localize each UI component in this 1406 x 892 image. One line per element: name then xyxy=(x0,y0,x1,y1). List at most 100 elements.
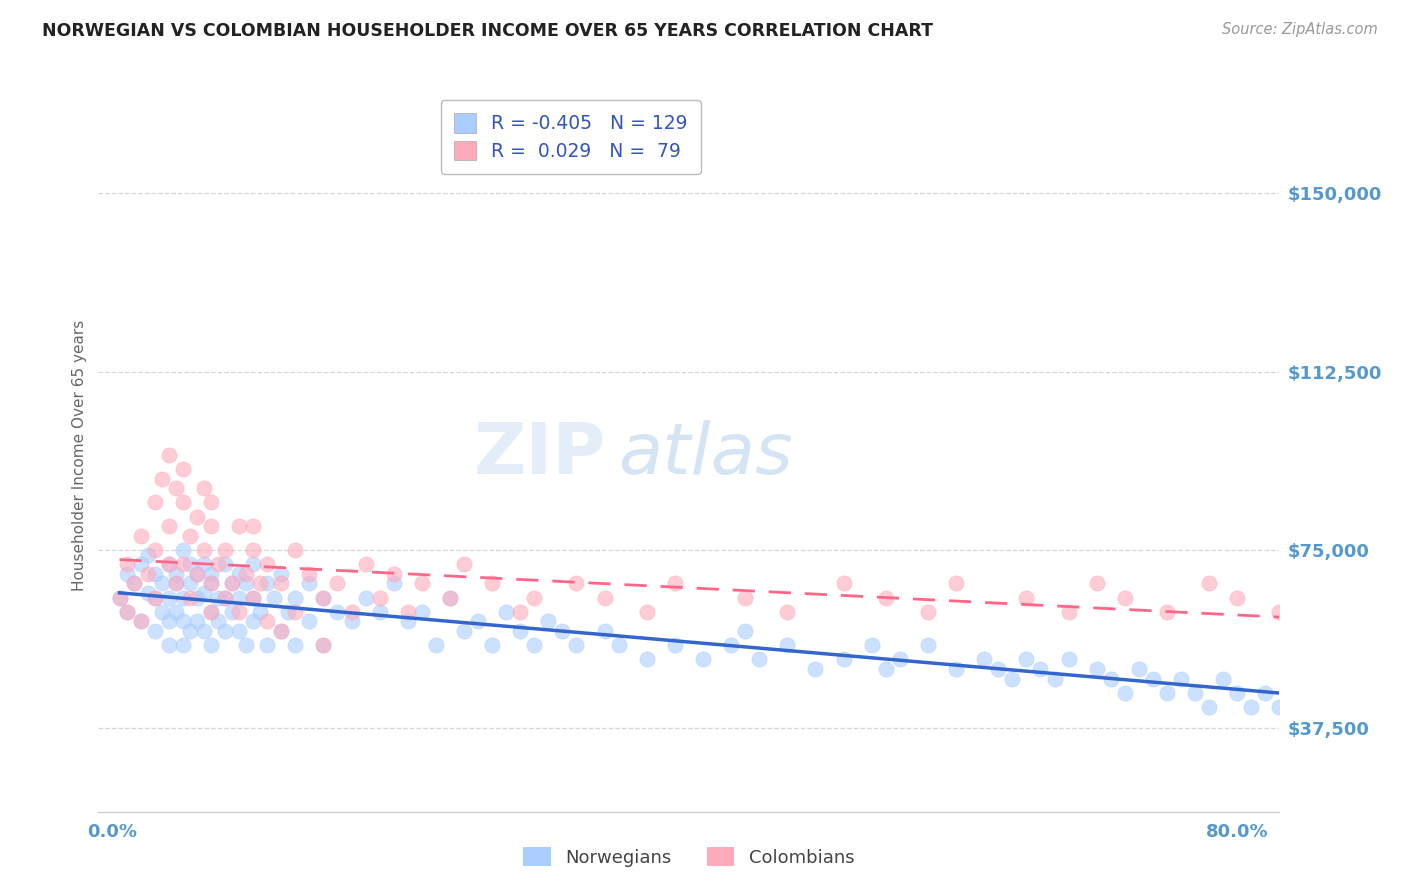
Point xyxy=(193,543,215,558)
Point xyxy=(115,605,138,619)
Point xyxy=(1001,672,1024,686)
Point xyxy=(945,662,967,676)
Point xyxy=(214,558,236,572)
Point xyxy=(1170,672,1192,686)
Point xyxy=(172,591,194,605)
Point xyxy=(664,576,686,591)
Point xyxy=(214,591,236,605)
Point xyxy=(221,576,243,591)
Point xyxy=(1184,686,1206,700)
Point xyxy=(368,605,391,619)
Point xyxy=(1029,662,1052,676)
Point xyxy=(143,543,166,558)
Legend: Norwegians, Colombians: Norwegians, Colombians xyxy=(516,840,862,874)
Point xyxy=(1142,672,1164,686)
Point xyxy=(987,662,1010,676)
Point xyxy=(298,576,321,591)
Point xyxy=(172,558,194,572)
Point xyxy=(179,576,201,591)
Point xyxy=(1057,652,1080,666)
Point xyxy=(1226,591,1249,605)
Point xyxy=(411,576,433,591)
Point xyxy=(221,576,243,591)
Point xyxy=(200,638,222,652)
Point xyxy=(235,638,257,652)
Point xyxy=(340,605,363,619)
Point xyxy=(1128,662,1150,676)
Point xyxy=(1268,700,1291,714)
Point xyxy=(453,558,475,572)
Point xyxy=(495,605,517,619)
Point xyxy=(228,624,250,638)
Point xyxy=(221,605,243,619)
Point xyxy=(636,605,658,619)
Point xyxy=(917,638,939,652)
Point xyxy=(804,662,827,676)
Point xyxy=(1015,591,1038,605)
Point xyxy=(143,591,166,605)
Point xyxy=(115,605,138,619)
Point xyxy=(242,591,264,605)
Point xyxy=(425,638,447,652)
Point xyxy=(165,605,187,619)
Point xyxy=(1057,605,1080,619)
Text: Source: ZipAtlas.com: Source: ZipAtlas.com xyxy=(1222,22,1378,37)
Point xyxy=(1339,700,1361,714)
Point xyxy=(172,615,194,629)
Point xyxy=(664,638,686,652)
Point xyxy=(354,558,377,572)
Point xyxy=(157,615,180,629)
Point xyxy=(1367,700,1389,714)
Point xyxy=(720,638,742,652)
Point xyxy=(186,566,208,581)
Point xyxy=(193,481,215,495)
Point xyxy=(509,624,531,638)
Point xyxy=(129,615,152,629)
Point xyxy=(551,624,574,638)
Point xyxy=(298,615,321,629)
Point xyxy=(256,558,278,572)
Point xyxy=(312,638,335,652)
Point xyxy=(122,576,145,591)
Point xyxy=(200,605,222,619)
Point xyxy=(889,652,911,666)
Point xyxy=(692,652,714,666)
Point xyxy=(832,576,855,591)
Point xyxy=(1395,719,1406,733)
Point xyxy=(179,624,201,638)
Point xyxy=(249,576,271,591)
Point xyxy=(235,566,257,581)
Point xyxy=(136,586,159,600)
Point xyxy=(1381,709,1403,723)
Point xyxy=(150,576,173,591)
Point xyxy=(481,638,503,652)
Point xyxy=(165,481,187,495)
Point xyxy=(734,591,756,605)
Point xyxy=(382,576,405,591)
Point xyxy=(172,462,194,476)
Point xyxy=(115,558,138,572)
Point xyxy=(284,638,307,652)
Point xyxy=(1226,686,1249,700)
Point xyxy=(277,605,299,619)
Point xyxy=(157,591,180,605)
Point xyxy=(235,576,257,591)
Point xyxy=(263,591,285,605)
Point xyxy=(143,495,166,509)
Point xyxy=(1198,700,1220,714)
Point xyxy=(200,576,222,591)
Point xyxy=(748,652,770,666)
Point xyxy=(193,586,215,600)
Point xyxy=(1268,605,1291,619)
Point xyxy=(284,605,307,619)
Point xyxy=(157,638,180,652)
Point xyxy=(340,615,363,629)
Point xyxy=(108,591,131,605)
Point xyxy=(284,543,307,558)
Point xyxy=(1114,591,1136,605)
Point xyxy=(326,576,349,591)
Point xyxy=(186,591,208,605)
Point xyxy=(565,638,588,652)
Point xyxy=(270,624,292,638)
Point xyxy=(179,558,201,572)
